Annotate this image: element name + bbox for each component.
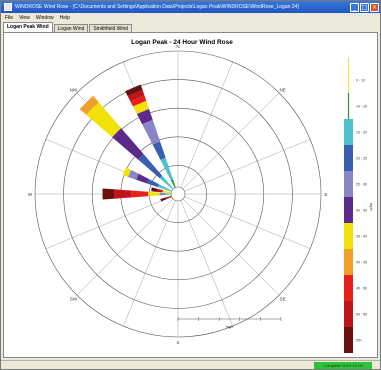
spoke-segment <box>162 190 172 194</box>
tab-smithfield-wind[interactable]: Smithfield Wind <box>89 24 133 32</box>
spoke-segment <box>159 175 174 190</box>
spoke-segment <box>102 188 114 200</box>
maximize-button[interactable]: □ <box>360 2 369 12</box>
legend-label: 35 - 40 <box>356 235 367 239</box>
direction-label: SE <box>280 297 286 302</box>
legend-label: 10 - 15 <box>356 105 367 109</box>
spoke-segment <box>86 102 122 138</box>
chart-title: Logan Peak - 24 Hour Wind Rose <box>131 39 233 46</box>
legend-swatch <box>347 93 350 119</box>
tab-strip: Logan Peak Wind Logan Wind Smithfield Wi… <box>3 22 133 32</box>
spoke-segment <box>128 169 139 180</box>
legend-swatch <box>344 119 353 145</box>
direction-label: W <box>28 192 33 197</box>
legend-swatch <box>344 327 353 353</box>
spoke-segment <box>170 179 176 188</box>
spoke-segment <box>79 95 99 115</box>
direction-label: NE <box>280 87 286 92</box>
direction-label: SW <box>70 297 78 302</box>
tab-logan-peak-wind[interactable]: Logan Peak Wind <box>3 22 53 32</box>
minimize-button[interactable]: _ <box>350 2 359 12</box>
direction-label: E <box>324 192 327 197</box>
grid-spoke <box>180 61 233 188</box>
spoke-segment <box>136 173 149 184</box>
status-bar: Complete 01/01 12:00 <box>1 360 380 369</box>
spoke-segment <box>147 179 160 188</box>
menu-view[interactable]: View <box>19 14 30 21</box>
spoke-segment <box>152 141 166 160</box>
legend-label: 30 - 35 <box>356 209 367 213</box>
legend-label: 45 - 50 <box>356 287 367 291</box>
spoke-segment <box>131 190 149 198</box>
tab-logan-wind[interactable]: Logan Wind <box>53 24 89 32</box>
spoke-segment <box>122 167 132 177</box>
app-icon <box>4 3 12 11</box>
legend-label: 40 - 45 <box>356 261 367 265</box>
direction-label: N <box>176 44 179 49</box>
legend-label: 55+ <box>356 339 362 343</box>
spoke-segment <box>148 191 160 197</box>
radial-scale: mph <box>177 317 282 329</box>
legend-swatch <box>344 275 353 301</box>
spoke-segment <box>160 197 167 202</box>
wind-spokes <box>79 84 176 202</box>
legend-swatch <box>344 301 353 327</box>
grid-spoke <box>184 139 311 192</box>
grid-spoke <box>123 200 176 327</box>
menu-window[interactable]: Window <box>35 14 54 21</box>
grid-spoke <box>182 92 280 190</box>
menu-help[interactable]: Help <box>59 14 70 21</box>
spoke-segment <box>165 193 172 195</box>
center-circle <box>170 186 186 202</box>
grid-spoke <box>182 198 280 296</box>
grid-spoke <box>184 196 311 249</box>
polar-grid: N NE E SE S SW W NW <box>28 44 328 345</box>
spoke-segment <box>165 195 172 200</box>
spoke-segment <box>112 128 144 160</box>
window-title: WINDROSE Wind Rose - [C:\Documents and S… <box>15 4 299 10</box>
legend-swatch <box>344 197 353 223</box>
spoke-segment <box>130 95 147 107</box>
direction-label: NW <box>70 87 78 92</box>
speed-legend: 0 - 10 10 - 15 15 - 20 20 - 25 25 - 30 30 - 3… <box>344 57 374 353</box>
radial-axis-label: mph <box>226 324 234 329</box>
direction-label: S <box>176 340 179 345</box>
spoke-segment <box>142 119 161 145</box>
legend-label: 20 - 25 <box>356 157 367 161</box>
spoke-segment <box>159 192 166 196</box>
legend-title: mph <box>369 203 374 211</box>
legend-label: 0 - 10 <box>356 79 365 83</box>
legend-swatch <box>347 67 350 93</box>
spoke-segment <box>156 188 163 193</box>
grid-spoke <box>180 200 233 327</box>
spoke-segment <box>127 89 145 102</box>
legend-swatch <box>344 145 353 171</box>
spoke-segment <box>160 157 173 181</box>
spoke-segment <box>136 108 153 125</box>
spoke-segment <box>132 100 150 115</box>
legend-swatch <box>344 223 353 249</box>
grid-spoke <box>45 196 172 249</box>
legend-swatch <box>344 171 353 197</box>
spoke-segment <box>138 154 163 179</box>
spoke-segment <box>125 84 143 97</box>
chart-panel: Logan Peak - 24 Hour Wind Rose N NE E SE S SW… <box>3 32 378 358</box>
status-indicator: Complete 01/01 12:00 <box>314 362 372 369</box>
menu-file[interactable]: File <box>5 14 14 21</box>
spoke-segment <box>157 184 172 192</box>
legend-label: 50 - 55 <box>356 313 367 317</box>
title-bar[interactable]: WINDROSE Wind Rose - [C:\Documents and S… <box>1 1 380 13</box>
spoke-segment <box>151 187 158 192</box>
legend-label: 15 - 20 <box>356 131 367 135</box>
menu-bar: File View Window Help <box>1 13 380 22</box>
wind-rose-chart: Logan Peak - 24 Hour Wind Rose N NE E SE S SW… <box>28 39 374 353</box>
grid-spoke <box>76 198 174 296</box>
close-button[interactable]: × <box>370 2 379 12</box>
spoke-segment <box>113 189 132 199</box>
legend-label: 25 - 30 <box>356 183 367 187</box>
legend-swatch <box>344 249 353 275</box>
